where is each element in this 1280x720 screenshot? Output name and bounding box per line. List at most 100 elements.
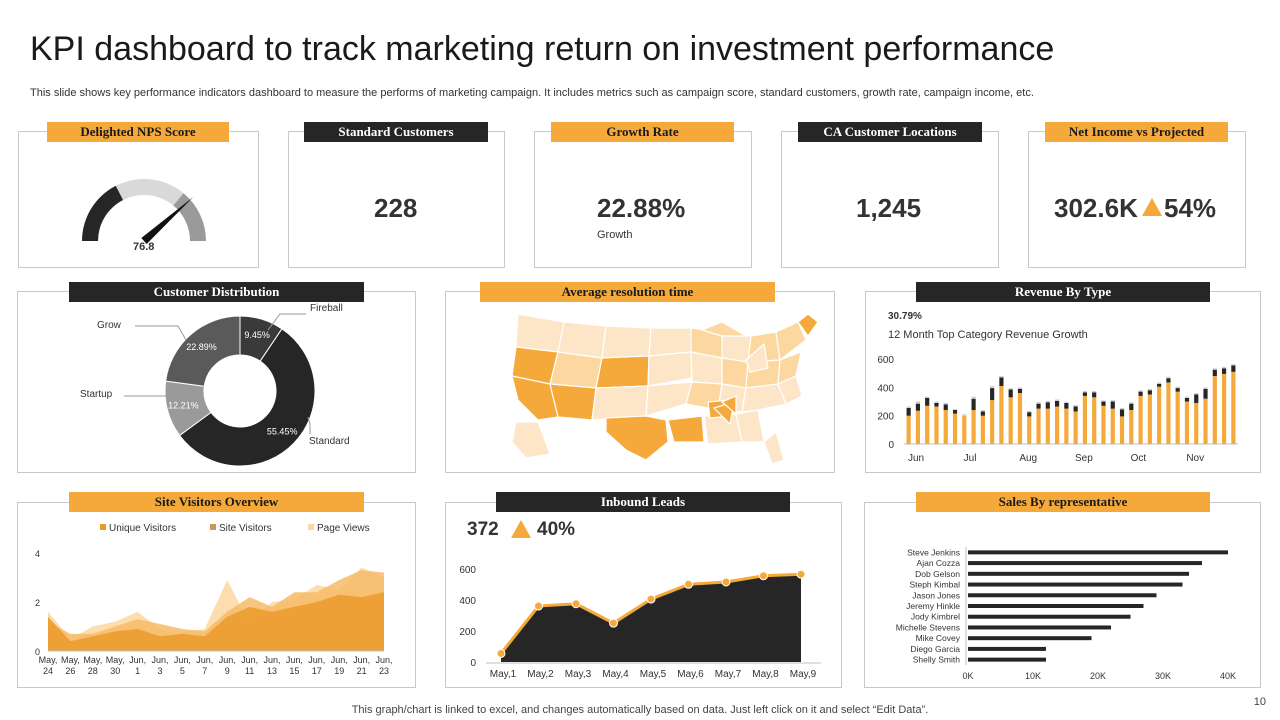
sales-rep-name: Steve Jenkins [907,547,960,557]
leads-point [571,599,581,609]
visitors-xtick-month: Jun, [331,655,348,665]
visitors-xtick-month: May, [83,655,102,665]
sales-rep-name: Steph Kimbal [909,580,960,590]
revenue-bar [1027,410,1032,413]
revenue-by-type-panel[interactable]: 0 200 400 600 Jun Jul Aug Sep Oct Nov [865,291,1261,473]
revenue-bar [1138,395,1143,444]
standard-customers-value: 228 [374,193,418,223]
leads-xtick: May,9 [790,669,817,680]
up-triangle-icon [511,520,531,538]
leads-ytick: 0 [470,658,476,669]
visitors-xtick-day: 26 [65,666,75,676]
visitors-ytick: 4 [35,549,40,559]
revenue-bar [990,385,995,389]
revenue-bar [1110,400,1115,402]
revenue-xtick: Oct [1131,453,1147,464]
revenue-bar [1092,397,1097,444]
revenue-bar [971,396,976,399]
ca-locations-card[interactable] [781,131,999,268]
revenue-bar [1064,408,1069,444]
net-income-card[interactable] [1028,131,1246,268]
revenue-bar [1166,378,1171,383]
gauge-segment [82,185,124,241]
inbound-leads-panel[interactable]: 0 200 400 600 May,1 May,2 May,3 May,4 May,5 May,6… [445,502,842,688]
visitors-xtick-day: 11 [245,666,254,676]
nps-card[interactable] [18,131,259,268]
revenue-bar [1008,388,1013,390]
revenue-bar [1166,382,1171,444]
revenue-bar [1045,400,1050,403]
revenue-bar [1194,402,1199,444]
revenue-bar [1129,403,1134,411]
donut-label-grow: 22.89% [186,342,217,352]
revenue-bar [990,400,995,444]
growth-rate-value: 22.88% [597,193,686,223]
revenue-bar [1212,368,1217,370]
sales-xtick: 20K [1090,671,1106,681]
growth-rate-header: Growth Rate [551,122,734,142]
visitors-xtick-month: Jun, [308,655,325,665]
site-visitors-panel[interactable]: 0 2 4 May, 24 May, 26 May, 28 May, 30 Jun, 1 Jun, 3 Jun… [17,502,416,688]
revenue-bar [1138,391,1143,396]
revenue-bar [999,376,1004,378]
revenue-bar [1119,409,1125,417]
leads-point [721,577,731,587]
revenue-bar [980,410,985,412]
revenue-bar [1212,369,1217,377]
revenue-bar [999,385,1004,444]
gauge-needle [141,197,194,244]
customer-distribution-header: Customer Distribution [69,282,364,302]
visitors-xtick-day: 15 [289,666,299,676]
revenue-ytick: 400 [877,383,894,394]
revenue-bar [999,377,1004,386]
revenue-by-type-header: Revenue By Type [916,282,1210,302]
leads-xtick: May,7 [715,669,742,680]
avg-resolution-panel[interactable] [445,291,835,473]
sales-by-rep-panel[interactable]: Steve Jenkins Ajan Cozza Dob Gelson Steph K… [864,502,1261,688]
visitors-ytick: 2 [35,598,40,608]
revenue-bar [1194,394,1199,403]
standard-customers-card[interactable] [288,131,505,268]
revenue-xtick: Jun [908,453,924,464]
visitors-xtick-day: 7 [202,666,207,676]
leads-xtick: May,2 [527,669,554,680]
revenue-bar [1147,388,1152,391]
revenue-bar [1036,403,1041,409]
donut-leader-standard [307,416,311,434]
revenue-bar [1138,390,1143,392]
sales-rep-name: Jody Kimbrel [911,612,960,622]
nps-value: 76.8 [133,241,155,253]
visitors-xtick-day: 24 [43,666,53,676]
sales-bar [968,604,1144,608]
revenue-xtick: Aug [1019,453,1037,464]
revenue-bar [1054,400,1060,407]
visitors-xtick-day: 1 [135,666,140,676]
visitors-area-unique-visitors [48,592,384,651]
revenue-bar [1203,388,1208,399]
revenue-xtick: Jul [964,453,977,464]
visitors-legend-swatch [308,524,314,530]
growth-rate-card[interactable] [534,131,752,268]
site-visitors-header: Site Visitors Overview [69,492,364,512]
revenue-bar [1221,366,1227,369]
revenue-bar [1017,388,1023,394]
up-triangle-icon [1142,198,1162,216]
revenue-bar [1008,389,1013,398]
revenue-bar [1231,371,1236,444]
revenue-bar [1203,398,1208,444]
visitors-legend-swatch [210,524,216,530]
revenue-bar [1064,401,1069,403]
customer-distribution-panel[interactable]: 9.45% 55.45% 12.21% 22.89% Fireball Standard S… [17,291,416,473]
sales-xtick: 10K [1025,671,1041,681]
revenue-bar [1221,368,1227,374]
inbound-leads-change: 40% [537,519,576,540]
revenue-bar [952,413,958,444]
ca-locations-header: CA Customer Locations [798,122,982,142]
revenue-bar [906,407,911,416]
visitors-xtick-month: Jun, [151,655,168,665]
sales-bar [968,593,1157,598]
revenue-bar [990,388,995,401]
revenue-bar [1082,392,1088,396]
sales-rep-name: Mike Covey [916,633,961,643]
